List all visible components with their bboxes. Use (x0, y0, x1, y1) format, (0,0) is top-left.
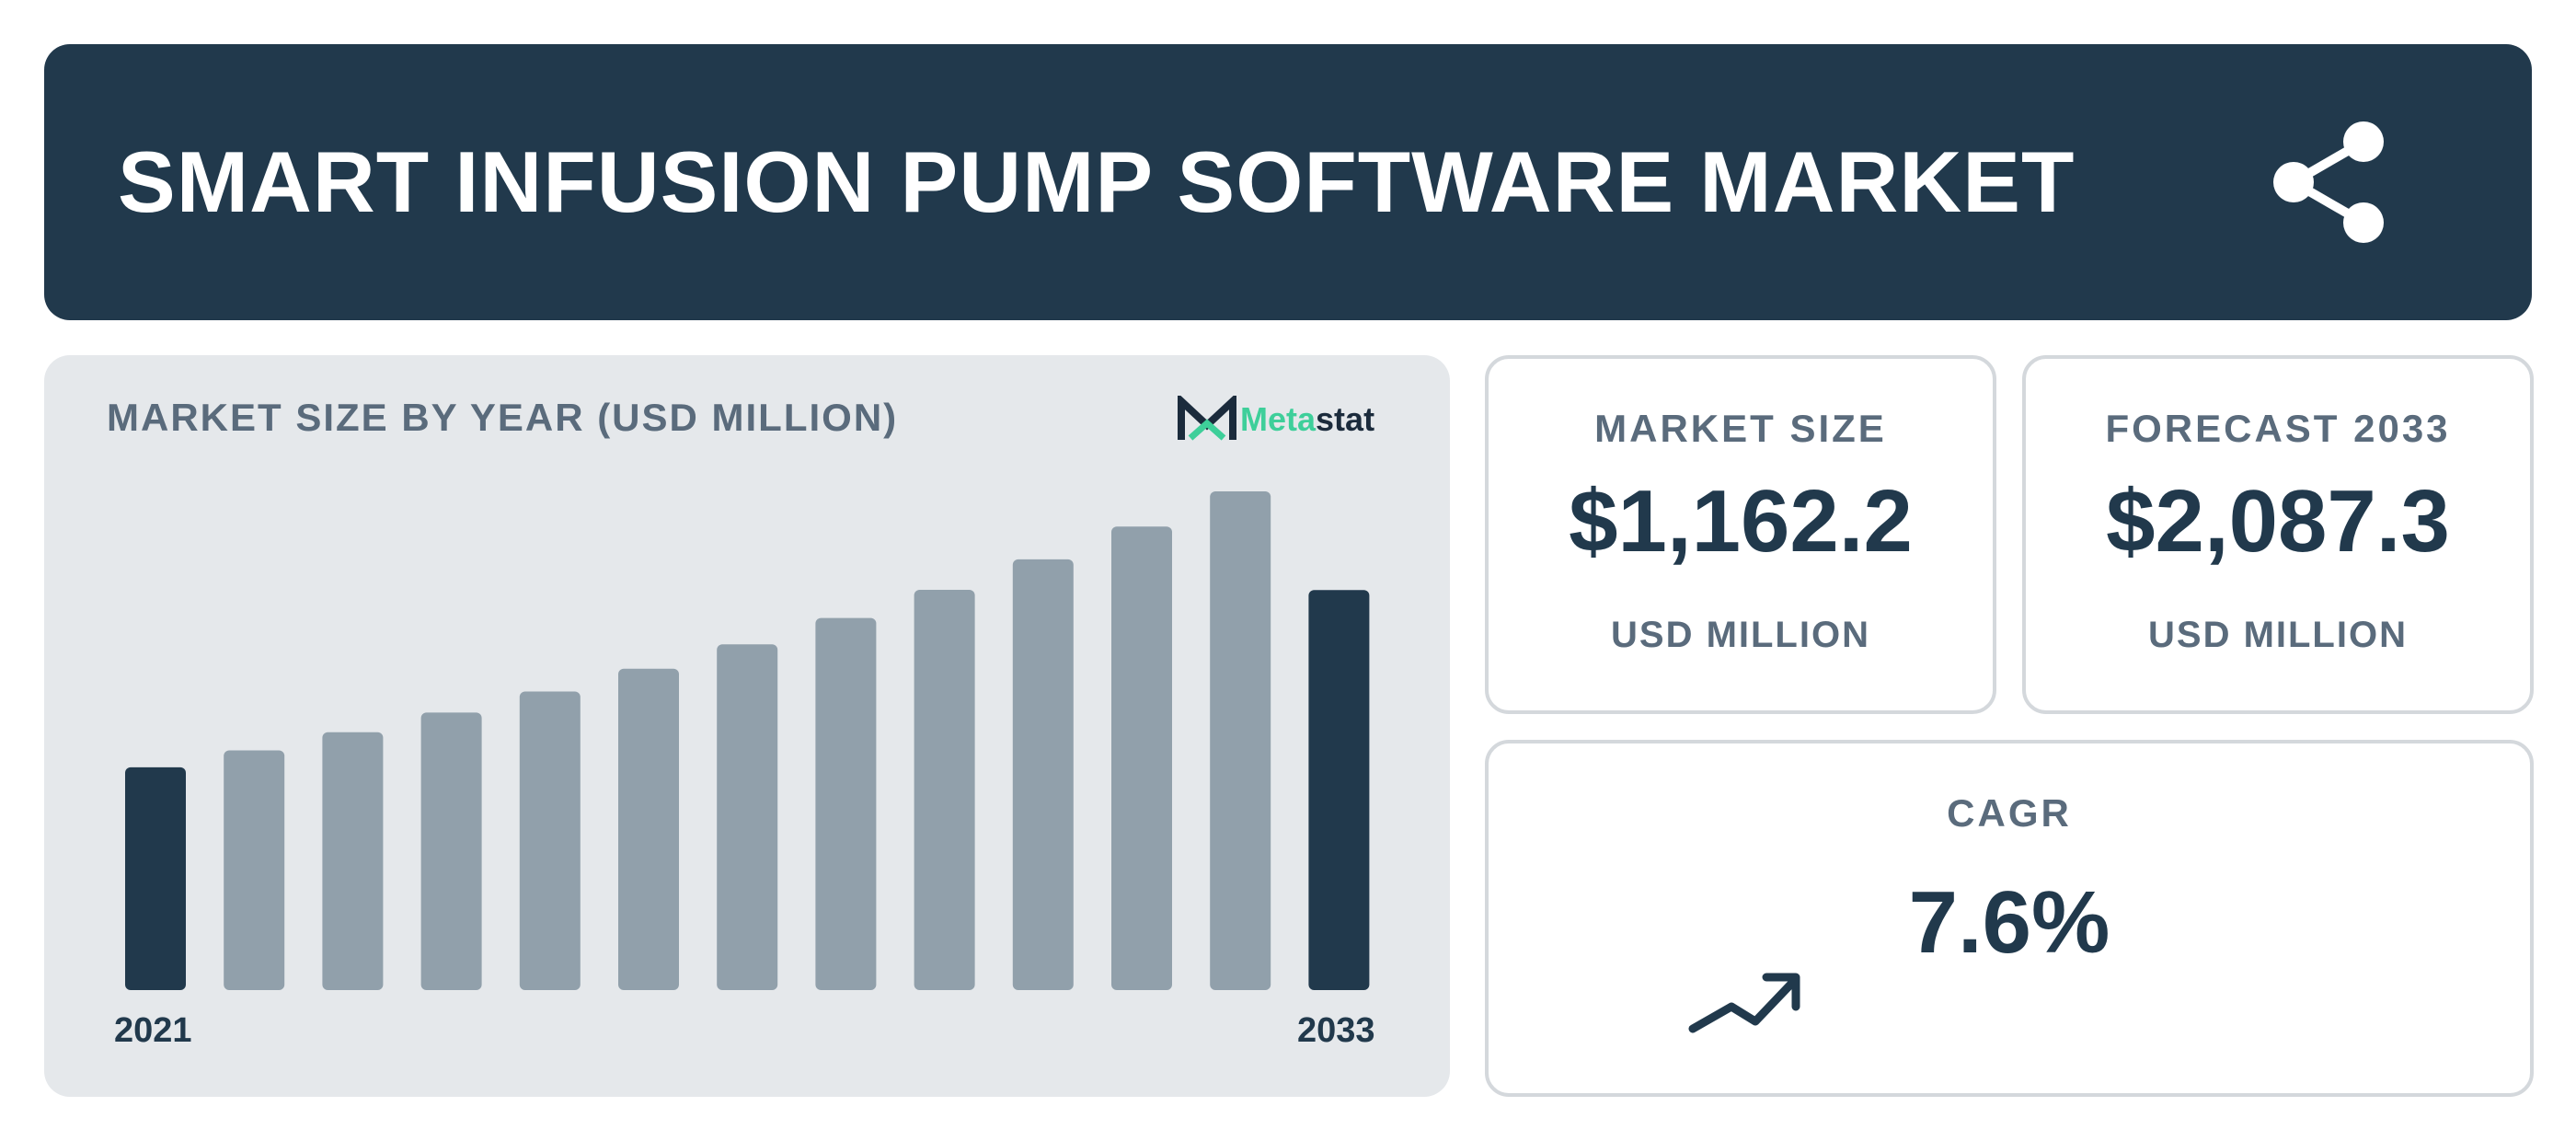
cagr-label: CAGR (1947, 791, 2072, 835)
cagr-card: CAGR 7.6% (1485, 740, 2534, 1097)
cagr-value: 7.6% (1908, 873, 2110, 972)
bar-2026 (618, 668, 679, 990)
forecast-card: FORECAST 2033 $2,087.3 USD MILLION (2022, 355, 2534, 714)
bar-2030 (1012, 559, 1074, 990)
page-title: SMART INFUSION PUMP SOFTWARE MARKET (118, 133, 2076, 230)
metastat-logo: Metastat (1178, 394, 1374, 445)
bar-2024 (420, 712, 482, 990)
x-tick-label-start: 2021 (114, 1011, 192, 1050)
market-size-value: $1,162.2 (1569, 472, 1913, 570)
bar-2031 (1111, 526, 1172, 990)
metastat-logo-text: Metastat (1240, 400, 1375, 438)
market-size-card: MARKET SIZE $1,162.2 USD MILLION (1485, 355, 1996, 714)
share-icon[interactable] (2271, 120, 2397, 245)
x-tick-label-end: 2033 (1297, 1011, 1375, 1050)
market-size-chart-panel: MARKET SIZE BY YEAR (USD MILLION) Metast… (44, 355, 1450, 1097)
bar-2028 (815, 617, 877, 990)
bar-2029 (914, 589, 975, 990)
market-size-unit: USD MILLION (1611, 615, 1870, 655)
bar-chart (125, 491, 1370, 990)
bar-2032 (1210, 491, 1271, 990)
bar-2023 (322, 732, 384, 990)
forecast-value: $2,087.3 (2106, 472, 2450, 570)
metastat-logo-icon (1178, 396, 1236, 441)
forecast-unit: USD MILLION (2148, 615, 2408, 655)
bar-2025 (519, 691, 581, 990)
header-banner: SMART INFUSION PUMP SOFTWARE MARKET (44, 44, 2532, 320)
bar-2033 (1308, 590, 1370, 990)
bar-2022 (224, 750, 285, 990)
bar-2021 (125, 766, 186, 990)
chart-title: MARKET SIZE BY YEAR (USD MILLION) (107, 396, 899, 439)
bar-2027 (717, 644, 778, 990)
forecast-label: FORECAST 2033 (2105, 407, 2451, 450)
trending-up-icon (1688, 973, 1800, 1033)
market-size-label: MARKET SIZE (1594, 407, 1887, 450)
